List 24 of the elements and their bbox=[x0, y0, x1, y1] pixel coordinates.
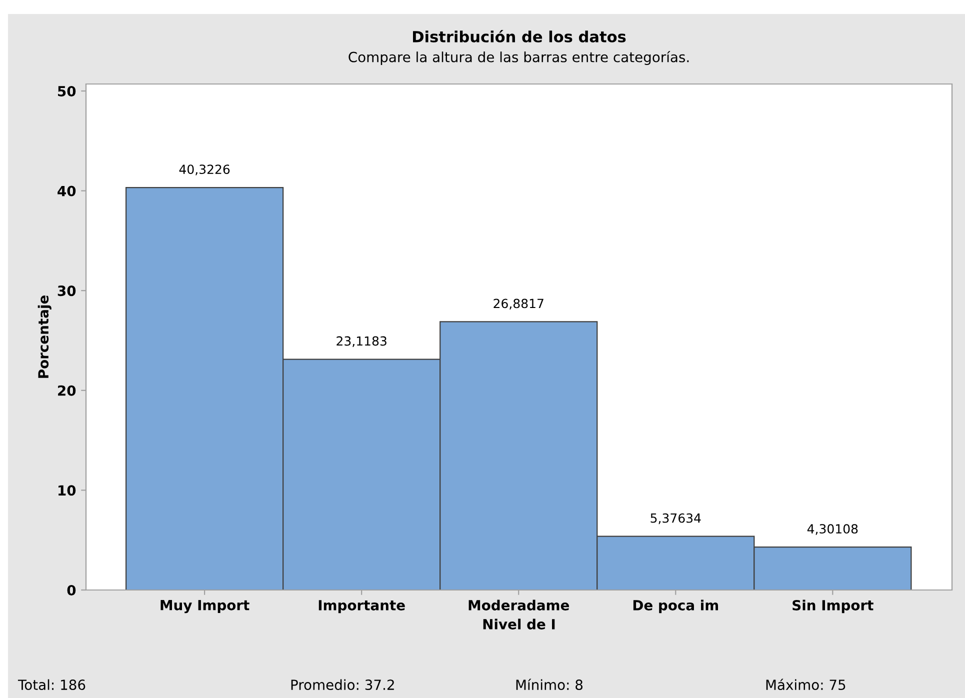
x-tick-label: Importante bbox=[318, 600, 405, 614]
data-label: 40,3226 bbox=[179, 164, 230, 176]
data-label: 4,30108 bbox=[807, 524, 858, 535]
data-label: 26,8817 bbox=[494, 298, 544, 310]
y-tick-label: 40 bbox=[58, 186, 76, 196]
y-axis-title: Porcentaje bbox=[38, 296, 52, 378]
y-tick-label: 20 bbox=[58, 385, 76, 396]
y-tick-label: 30 bbox=[58, 286, 76, 296]
x-tick-label: De poca im bbox=[633, 600, 718, 614]
data-label: 23,1183 bbox=[336, 336, 386, 348]
y-tick-label: 10 bbox=[58, 485, 76, 496]
text: Máximo: 75 bbox=[766, 678, 846, 690]
data-label: 5,37634 bbox=[650, 513, 701, 524]
chart-subtitle: Compare la altura de las barras entre categorías. bbox=[348, 51, 689, 65]
text: Mínimo: 8 bbox=[516, 678, 583, 690]
x-tick-label: Moderadame bbox=[468, 600, 570, 610]
x-tick-label: Sin Import bbox=[792, 600, 874, 614]
x-axis-title: Nivel de I bbox=[483, 618, 555, 630]
chart-title: Distribución de los datos bbox=[413, 30, 626, 42]
text: Total: 186 bbox=[18, 679, 86, 690]
y-tick-label: 0 bbox=[67, 584, 76, 596]
x-tick-label: Muy Import bbox=[160, 600, 250, 614]
text: Promedio: 37.2 bbox=[291, 679, 394, 690]
y-tick-label: 50 bbox=[58, 86, 76, 96]
